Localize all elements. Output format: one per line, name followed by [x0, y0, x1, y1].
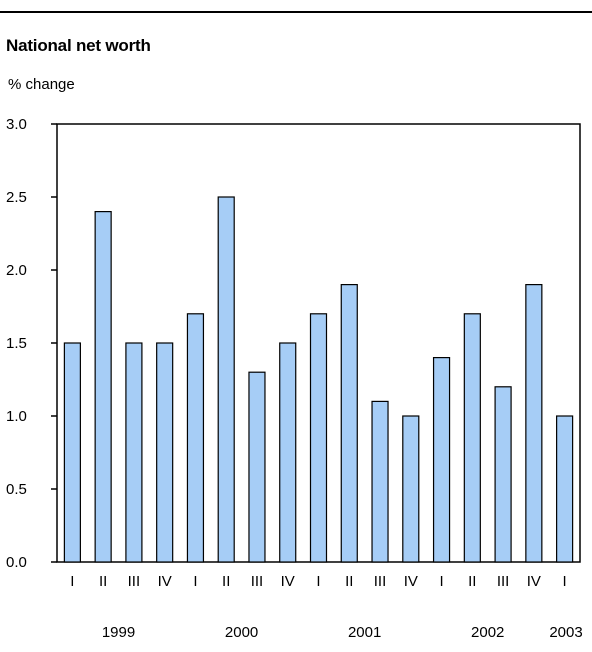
- y-tick-label: 2.0: [6, 262, 27, 279]
- x-tick-label: III: [128, 573, 141, 590]
- x-tick-label: IV: [281, 573, 295, 590]
- x-tick-label: II: [345, 573, 353, 590]
- bar: [94, 211, 112, 563]
- y-tick-label: 3.0: [6, 116, 27, 133]
- x-tick-label: III: [497, 573, 510, 590]
- x-tick-label: IV: [404, 573, 418, 590]
- chart-title: National net worth: [6, 36, 151, 55]
- bar: [156, 342, 174, 563]
- x-tick-label: I: [316, 573, 320, 590]
- top-rule: [0, 11, 592, 13]
- bar: [309, 313, 328, 563]
- bar: [432, 357, 451, 563]
- y-tick-label: 2.5: [6, 189, 27, 206]
- bar: [125, 342, 143, 563]
- year-label: 2000: [225, 624, 258, 641]
- y-tick-label: 0.5: [6, 481, 27, 498]
- x-tick-label: II: [468, 573, 476, 590]
- bar: [371, 400, 389, 563]
- y-tick-label: 1.0: [6, 408, 27, 425]
- bar: [248, 371, 266, 563]
- y-axis-unit: % change: [8, 76, 75, 93]
- bar: [63, 342, 81, 563]
- x-tick-label: I: [70, 573, 74, 590]
- bar: [463, 313, 481, 563]
- year-label: 2002: [471, 624, 504, 641]
- year-label: 2003: [549, 624, 582, 641]
- bar: [556, 415, 574, 563]
- x-tick-label: IV: [527, 573, 541, 590]
- x-tick-label: III: [374, 573, 387, 590]
- y-tick-label: 1.5: [6, 335, 27, 352]
- bar: [402, 415, 420, 563]
- bar: [494, 386, 512, 563]
- x-tick-label: IV: [158, 573, 172, 590]
- x-tick-label: II: [99, 573, 107, 590]
- x-tick-label: III: [251, 573, 264, 590]
- bar: [217, 196, 235, 563]
- x-tick-label: II: [222, 573, 230, 590]
- bar: [340, 284, 358, 563]
- bar: [525, 284, 543, 563]
- bar: [279, 342, 297, 563]
- bar: [186, 313, 205, 563]
- year-label: 1999: [102, 624, 135, 641]
- year-label: 2001: [348, 624, 381, 641]
- x-tick-label: I: [563, 573, 567, 590]
- y-tick-label: 0.0: [6, 554, 27, 571]
- x-tick-label: I: [439, 573, 443, 590]
- x-tick-label: I: [193, 573, 197, 590]
